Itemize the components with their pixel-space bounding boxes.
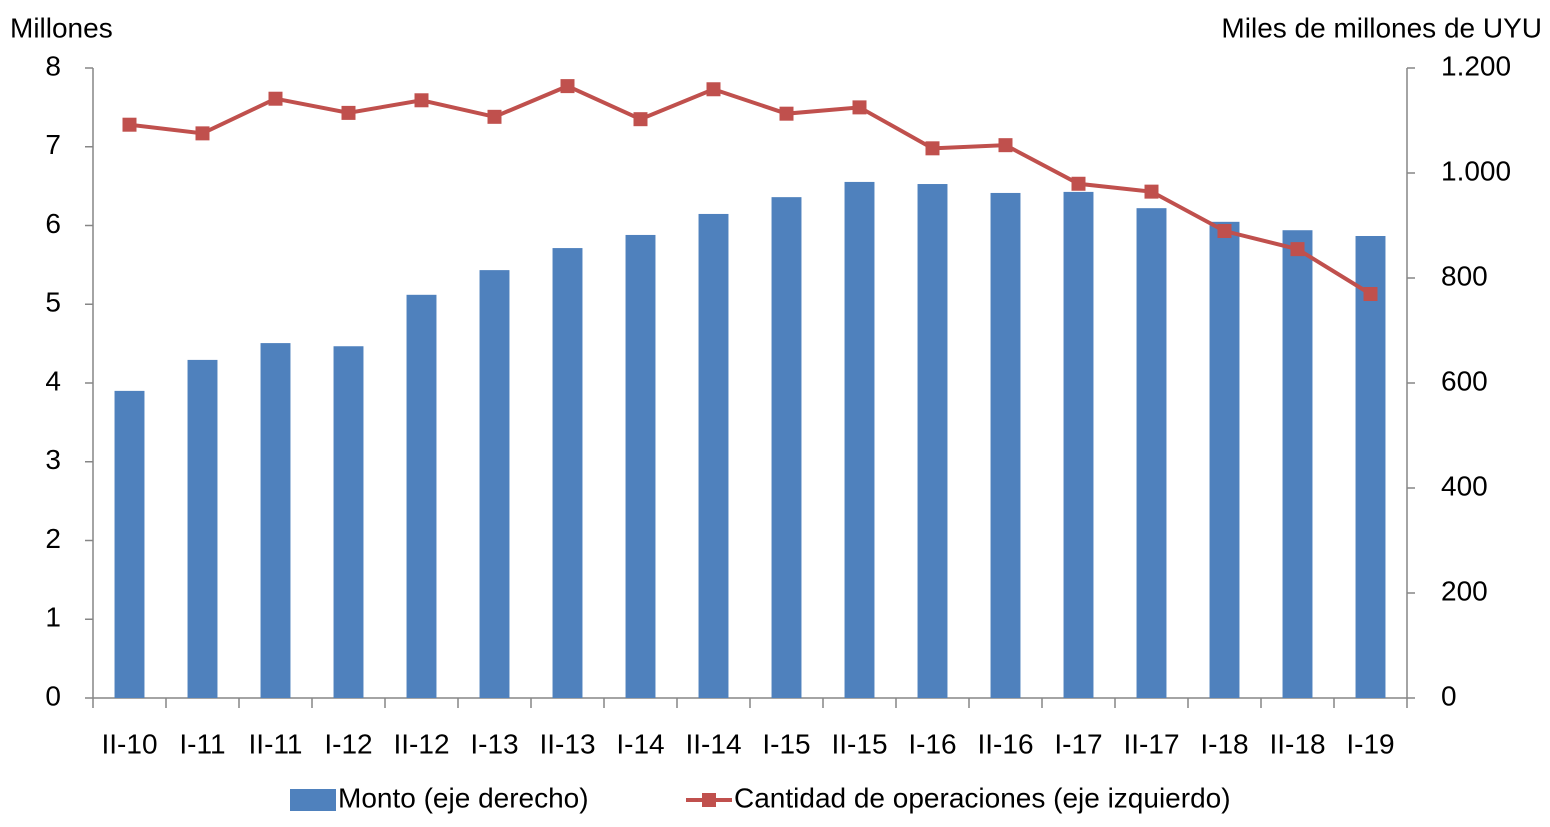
line-marker [1290,242,1305,257]
line-marker [122,117,137,132]
bar [990,192,1021,698]
legend-label: Monto (eje derecho) [338,782,589,813]
x-tick-label: II-17 [1123,728,1179,759]
y2-tick-label: 600 [1441,365,1488,396]
y2-tick-label: 400 [1441,470,1488,501]
x-tick-label: II-13 [539,728,595,759]
line-marker [414,93,429,108]
bar [187,359,218,698]
x-tick-label: I-16 [908,728,956,759]
line-marker [1363,287,1378,302]
y-tick-label: 4 [45,365,61,396]
x-tick-label: I-18 [1200,728,1248,759]
x-tick-label: II-14 [685,728,741,759]
y2-axis-title: Miles de millones de UYU [1221,12,1542,43]
bar [1136,208,1167,699]
bar [1209,221,1240,698]
line-marker [1144,184,1159,199]
y-tick-label: 8 [45,50,61,81]
bar [1282,230,1313,698]
line-marker [487,109,502,124]
line-marker [1071,176,1086,191]
line-marker [341,105,356,120]
y-tick-label: 3 [45,444,61,475]
y-tick-label: 1 [45,602,61,633]
line [129,83,1372,296]
bar [917,184,948,698]
x-tick-label: II-12 [393,728,449,759]
line-marker [633,112,648,127]
x-tick-label: I-15 [762,728,810,759]
line-marker [706,82,721,97]
y2-tick-label: 200 [1441,575,1488,606]
y2-tick-label: 1.200 [1441,50,1511,81]
x-tick-label: I-19 [1346,728,1394,759]
bar [771,197,802,698]
bar [625,234,656,698]
bar [552,248,583,698]
x-tick-label: I-14 [616,728,664,759]
line-marker [852,100,867,115]
line-marker [925,141,940,156]
bar [698,213,729,698]
legend-swatch [290,789,336,811]
x-tick-label: II-15 [831,728,887,759]
y-tick-label: 7 [45,129,61,160]
bar [1355,236,1386,698]
line-marker [998,138,1013,153]
x-tick-label: II-11 [249,728,303,759]
bar [333,346,364,698]
y2-tick-label: 1.000 [1441,155,1511,186]
x-tick-label: II-18 [1269,728,1325,759]
x-tick-label: I-17 [1054,728,1102,759]
line-marker [560,79,575,94]
bar [479,270,510,698]
y-tick-label: 2 [45,523,61,554]
bar [406,294,437,698]
y2-tick-label: 0 [1441,680,1457,711]
x-tick-label: I-11 [179,728,225,759]
bar [114,390,145,698]
legend-label: Cantidad de operaciones (eje izquierdo) [734,782,1231,813]
y-tick-label: 5 [45,287,61,318]
y-tick-label: 0 [45,680,61,711]
line-marker [195,126,210,141]
line-marker [268,91,283,106]
bar [844,181,875,699]
bar [1063,191,1094,698]
bar [260,343,291,698]
line-marker [1217,224,1232,239]
x-tick-label: II-10 [101,728,157,759]
y-tick-label: 6 [45,208,61,239]
y-axis-title: Millones [10,12,113,43]
y2-tick-label: 800 [1441,260,1488,291]
line-marker [779,106,794,121]
x-tick-label: II-16 [977,728,1033,759]
x-tick-label: I-13 [470,728,518,759]
legend-swatch [702,793,716,807]
x-tick-label: I-12 [324,728,372,759]
